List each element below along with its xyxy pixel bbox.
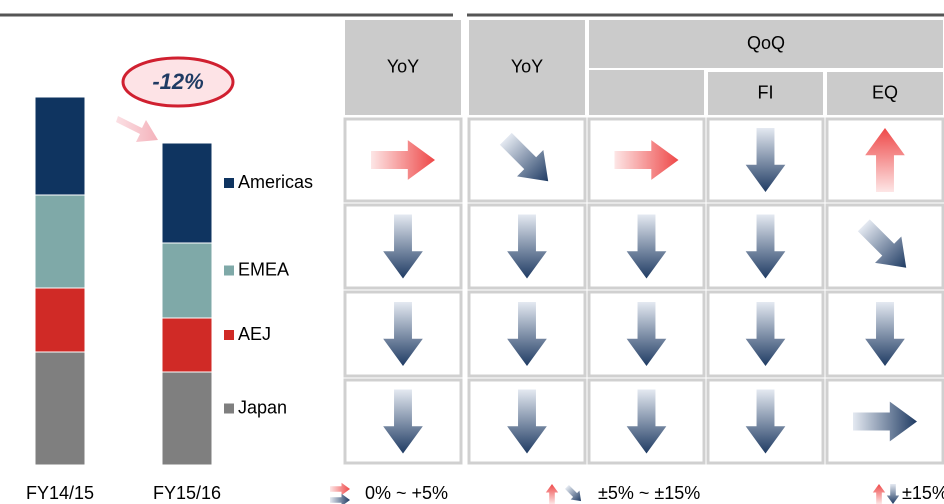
- legend-swatch: [224, 178, 234, 188]
- callout: [121, 56, 235, 108]
- bar-segment: [34, 351, 86, 466]
- table-cell: [587, 117, 706, 203]
- legend-swatch: [224, 403, 234, 414]
- x-tick-label: FY14/15: [26, 483, 94, 503]
- trend-arrow: [507, 389, 547, 454]
- trend-arrow: [745, 214, 786, 279]
- bar-segment: [161, 242, 213, 319]
- header-cell: [469, 20, 585, 115]
- header-label: YoY: [511, 56, 543, 76]
- trend-arrow: [745, 128, 786, 192]
- header-cell: [589, 20, 943, 68]
- trend-arrow: [853, 401, 917, 442]
- legend-arrow: [330, 493, 350, 504]
- callout-arrow: [116, 116, 158, 142]
- legend-arrow: [872, 484, 886, 504]
- bar-segment: [34, 96, 86, 196]
- bar-segment: [34, 194, 86, 289]
- header-label: QoQ: [747, 33, 785, 53]
- legend-arrow: [564, 484, 582, 502]
- trend-arrow: [383, 389, 423, 454]
- legend-swatch: [224, 330, 234, 340]
- bar-segment: [161, 371, 213, 466]
- trend-arrow: [507, 302, 547, 366]
- legend-label: ±5% ~ ±15%: [598, 483, 700, 503]
- trend-arrow: [865, 128, 905, 192]
- legend-label: ±15% ~: [902, 483, 944, 503]
- trend-arrow: [857, 219, 907, 268]
- trend-arrow: [371, 140, 435, 180]
- legend-arrow: [886, 484, 900, 504]
- trend-arrow: [745, 302, 786, 366]
- header-cell: [708, 72, 823, 115]
- trend-arrow: [614, 140, 679, 180]
- bar-segment: [161, 317, 213, 373]
- bar-segment: [34, 287, 86, 353]
- annotation: -12%: [152, 69, 203, 94]
- legend-swatch: [224, 265, 234, 276]
- x-tick-label: FY15/16: [153, 483, 221, 503]
- trend-arrow: [383, 214, 423, 279]
- header-cell: [589, 70, 704, 115]
- bar-segment: [161, 142, 213, 244]
- legend-label: AEJ: [238, 324, 271, 344]
- header-label: YoY: [387, 56, 419, 76]
- trend-arrow: [499, 132, 549, 182]
- legend-label: 0% ~ +5%: [365, 483, 448, 503]
- trend-arrow: [507, 214, 547, 279]
- header-label: FI: [758, 82, 774, 102]
- legend-arrow: [545, 484, 559, 504]
- header-cell: [827, 72, 943, 115]
- legend-label: EMEA: [238, 259, 289, 279]
- legend-label: Americas: [238, 172, 313, 192]
- trend-arrow: [626, 302, 667, 366]
- trend-arrow: [626, 389, 667, 454]
- header-label: EQ: [872, 82, 898, 102]
- legend-arrow: [330, 482, 350, 496]
- header-cell: [345, 20, 461, 115]
- legend-label: Japan: [238, 397, 287, 417]
- trend-arrow: [626, 214, 667, 279]
- trend-arrow: [865, 302, 905, 366]
- trend-arrow: [745, 389, 786, 454]
- trend-arrow: [383, 302, 423, 366]
